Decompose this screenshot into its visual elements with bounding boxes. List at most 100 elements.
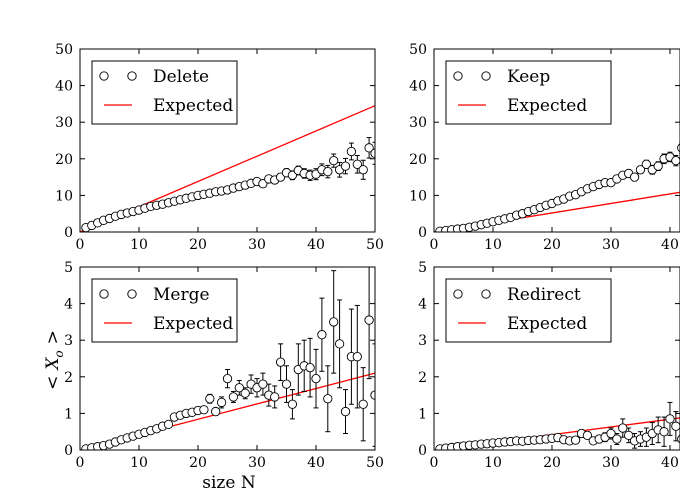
y-tick-label: 40	[55, 79, 73, 95]
data-point	[364, 143, 374, 153]
legend-delete: Delete Expected	[91, 60, 238, 125]
x-tick-label: 0	[76, 455, 85, 471]
x-tick-label: 40	[661, 455, 679, 471]
panel-keep: 0 10 20 30 40 0 10 20 30 40 50 Keep Expected	[409, 42, 680, 253]
legend-marker	[453, 71, 463, 81]
data-point	[305, 362, 315, 373]
panel-redirect: 0 10 20 30 40 0 1 2 3 4 5 Redirect Expected	[418, 260, 680, 471]
legend-box	[91, 60, 238, 125]
x-tick-label: 10	[130, 237, 148, 253]
y-tick-label: 1	[418, 406, 427, 422]
legend-box	[445, 60, 612, 125]
axes-frame	[433, 266, 680, 451]
plot-area-delete	[80, 105, 375, 232]
data-point	[222, 373, 233, 384]
x-tick-label: 30	[248, 237, 266, 253]
plot-area-merge	[80, 267, 375, 450]
x-tick-label: 50	[366, 455, 384, 471]
y-tick-label: 0	[418, 225, 427, 241]
x-tick-label: 10	[484, 237, 502, 253]
y-tick-label: 3	[418, 333, 427, 349]
legend-label-series: Redirect	[507, 285, 581, 305]
data-point	[635, 165, 646, 175]
data-point	[287, 399, 298, 409]
y-tick-label: 0	[64, 443, 73, 459]
data-point	[606, 428, 616, 439]
y-tick-label: 5	[64, 260, 73, 276]
data-point	[317, 330, 327, 340]
data-point	[653, 161, 663, 171]
x-tick-label: 20	[189, 455, 207, 471]
y-axis-title-var: X	[43, 357, 63, 372]
data-point	[570, 435, 581, 445]
x-tick-label: 30	[248, 455, 266, 471]
y-tick-label: 4	[64, 297, 73, 313]
data-point	[270, 392, 280, 402]
y-tick-label: 1	[64, 406, 73, 422]
legend-marker	[127, 289, 137, 299]
x-tick-label: 40	[307, 455, 325, 471]
data-point	[358, 165, 368, 175]
legend-marker	[453, 289, 463, 299]
y-axis-title-close: >	[43, 330, 63, 344]
y-tick-label: 30	[55, 115, 73, 131]
data-point	[211, 406, 221, 417]
data-point	[311, 373, 321, 384]
legend-redirect: Redirect Expected	[445, 278, 612, 343]
y-tick-label: 0	[418, 443, 427, 459]
y-axis-title: < Xo >	[43, 330, 66, 390]
legend-merge: Merge Expected	[91, 278, 238, 343]
legend-marker	[481, 289, 491, 299]
data-point	[677, 143, 680, 153]
data-point	[240, 388, 250, 398]
y-tick-label: 2	[64, 370, 73, 386]
legend-label-series: Merge	[153, 285, 210, 305]
y-tick-label: 4	[418, 297, 427, 313]
legend-marker	[99, 71, 109, 81]
x-tick-label: 40	[661, 237, 679, 253]
data-point	[199, 405, 209, 415]
x-tick-label: 20	[189, 237, 207, 253]
panel-merge: 0 10 20 30 40 50 0 1 2 3 4 5 Merge Expected	[64, 260, 384, 471]
svg-text:<Xo>: < Xo >	[43, 330, 66, 390]
data-point	[228, 392, 239, 402]
axes-frame	[433, 48, 680, 233]
legend-label-series: Keep	[507, 67, 550, 87]
data-point	[364, 315, 374, 325]
data-point	[258, 379, 268, 389]
y-tick-label: 20	[55, 152, 73, 168]
x-tick-label: 40	[307, 237, 325, 253]
legend-marker	[481, 71, 491, 81]
y-tick-label: 10	[55, 188, 73, 204]
y-tick-label: 10	[409, 188, 427, 204]
data-point	[329, 155, 339, 166]
data-point	[612, 434, 622, 444]
plot-area-redirect	[434, 401, 680, 450]
x-tick-label: 10	[130, 455, 148, 471]
data-point	[671, 155, 680, 166]
data-point	[340, 406, 351, 417]
x-tick-label: 20	[543, 455, 561, 471]
data-point	[234, 383, 244, 393]
x-tick-label: 10	[484, 455, 502, 471]
data-point	[323, 394, 333, 404]
data-point	[618, 423, 628, 433]
x-tick-label: 30	[602, 237, 620, 253]
legend-label-expected: Expected	[507, 314, 587, 334]
y-tick-label: 20	[409, 152, 427, 168]
data-point	[624, 430, 634, 441]
y-tick-label: 2	[418, 370, 427, 386]
y-tick-label: 50	[409, 42, 427, 58]
data-point	[205, 394, 215, 404]
legend-label-series: Delete	[153, 67, 209, 87]
legend-label-expected: Expected	[153, 314, 233, 334]
data-point	[334, 339, 345, 349]
y-tick-label: 3	[64, 333, 73, 349]
legend-label-expected: Expected	[507, 96, 587, 116]
data-point	[629, 172, 640, 182]
x-tick-label: 50	[366, 237, 384, 253]
data-point	[641, 159, 652, 169]
y-tick-label: 0	[64, 225, 73, 241]
data-point	[340, 161, 351, 171]
y-tick-label: 30	[409, 115, 427, 131]
